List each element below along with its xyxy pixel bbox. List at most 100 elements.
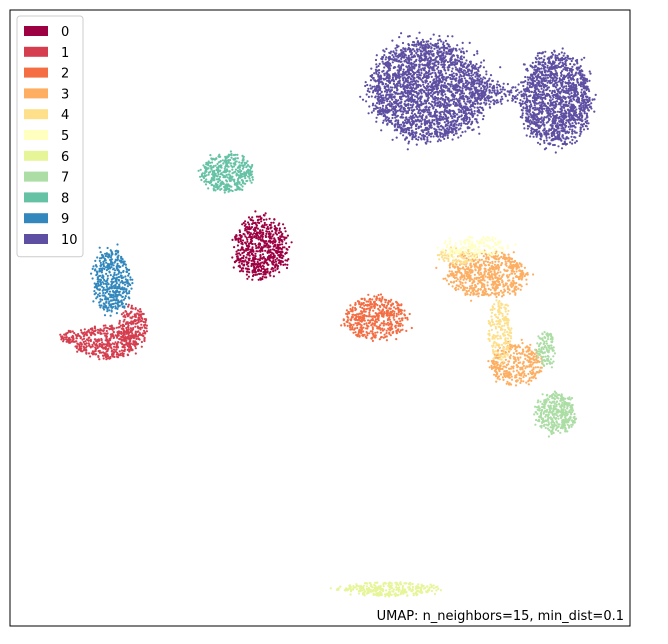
point-3 — [468, 270, 471, 273]
point-0 — [278, 271, 281, 274]
point-5 — [499, 240, 502, 243]
point-9 — [105, 269, 108, 272]
point-0 — [280, 254, 283, 257]
point-6 — [369, 590, 372, 593]
point-9 — [98, 267, 101, 270]
point-0 — [281, 243, 284, 246]
point-1 — [113, 345, 116, 348]
point-9 — [119, 281, 122, 284]
point-2 — [373, 316, 377, 319]
point-4 — [507, 345, 510, 348]
point-5 — [451, 248, 454, 251]
point-3 — [459, 281, 462, 284]
point-3 — [519, 270, 522, 273]
point-0 — [242, 256, 245, 260]
point-2 — [375, 297, 378, 300]
point-8 — [236, 166, 239, 169]
point-2 — [385, 323, 388, 326]
point-7 — [545, 419, 548, 422]
point-2 — [377, 307, 380, 310]
point-7 — [554, 391, 558, 394]
point-9 — [121, 260, 124, 263]
point-6 — [427, 588, 430, 591]
point-0 — [254, 255, 257, 258]
point-1 — [97, 354, 100, 358]
point-3 — [496, 292, 499, 295]
point-3 — [477, 279, 480, 282]
point-7 — [571, 410, 574, 414]
point-2 — [386, 318, 389, 322]
point-5 — [514, 243, 517, 246]
point-3 — [507, 253, 510, 256]
point-1 — [122, 352, 125, 355]
point-3 — [488, 276, 491, 279]
point-7 — [545, 362, 549, 365]
point-0 — [251, 237, 254, 240]
point-3 — [468, 274, 471, 277]
point-1 — [113, 343, 116, 346]
point-7 — [560, 404, 563, 408]
point-1 — [80, 350, 83, 353]
point-4 — [502, 318, 505, 321]
point-3 — [465, 257, 468, 260]
point-9 — [114, 250, 117, 253]
point-1 — [125, 321, 128, 324]
point-0 — [247, 236, 251, 239]
point-0 — [236, 255, 239, 258]
point-4 — [497, 302, 500, 306]
point-7 — [538, 348, 541, 351]
point-3 — [496, 286, 499, 289]
point-1 — [136, 322, 139, 325]
point-8 — [204, 183, 208, 186]
point-5 — [492, 245, 495, 248]
point-1 — [115, 344, 118, 347]
point-3 — [496, 284, 499, 287]
point-1 — [120, 313, 123, 316]
point-4 — [504, 328, 507, 332]
point-3 — [448, 270, 451, 273]
point-1 — [119, 341, 122, 344]
point-4 — [504, 342, 507, 345]
point-0 — [284, 259, 287, 262]
point-0 — [244, 220, 247, 223]
point-2 — [388, 314, 391, 317]
point-3 — [494, 274, 497, 277]
point-8 — [232, 153, 236, 157]
point-0 — [252, 250, 255, 253]
point-9 — [116, 258, 119, 261]
point-0 — [265, 268, 269, 271]
point-0 — [232, 266, 235, 269]
point-4 — [493, 340, 496, 343]
point-5 — [469, 249, 472, 252]
point-0 — [265, 218, 268, 221]
point-2 — [363, 333, 366, 336]
point-0 — [285, 242, 288, 245]
point-7 — [557, 409, 560, 412]
point-1 — [136, 309, 139, 312]
point-5 — [436, 246, 439, 249]
point-0 — [244, 229, 247, 232]
point-5 — [467, 238, 470, 241]
point-1 — [66, 331, 69, 335]
point-3 — [525, 278, 528, 281]
point-3 — [517, 345, 520, 348]
point-2 — [361, 297, 364, 300]
point-2 — [389, 334, 392, 337]
point-3 — [530, 360, 533, 363]
point-2 — [378, 312, 381, 315]
point-3 — [502, 253, 505, 256]
point-3 — [454, 287, 457, 290]
point-0 — [257, 262, 260, 265]
point-3 — [502, 285, 505, 288]
point-0 — [277, 244, 280, 247]
point-3 — [486, 260, 489, 264]
point-9 — [123, 305, 126, 308]
point-3 — [495, 250, 498, 253]
point-7 — [536, 412, 539, 415]
point-0 — [268, 245, 271, 248]
point-4 — [496, 323, 499, 326]
point-8 — [199, 175, 202, 178]
point-7 — [551, 349, 554, 352]
point-6 — [439, 589, 442, 592]
point-2 — [382, 313, 385, 317]
